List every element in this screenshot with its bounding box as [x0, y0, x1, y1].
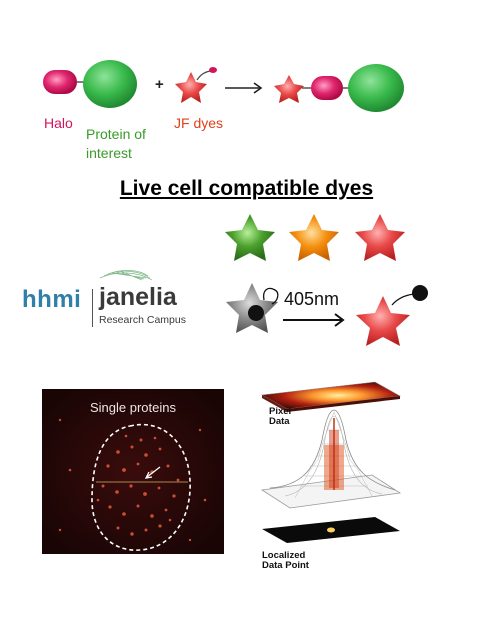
protein-of-interest-shape — [83, 60, 137, 108]
wavelength-label: 405nm — [284, 289, 340, 309]
page-title: Live cell compatible dyes — [119, 177, 374, 200]
logo-divider — [92, 289, 93, 327]
data-label: Data — [269, 416, 290, 427]
single-protein-image — [42, 389, 224, 554]
labeled-protein-complex — [274, 64, 404, 112]
hhmi-logo-text: hhmi — [22, 286, 82, 313]
pixel-data-plane — [261, 381, 401, 412]
activation-arrow — [283, 313, 345, 327]
janelia-logo-text: janelia — [99, 283, 177, 311]
red-dye-star — [355, 214, 405, 261]
halo-label: Halo — [44, 115, 73, 131]
data-point-label: Data Point — [262, 560, 309, 571]
janelia-logo-mark — [99, 270, 153, 281]
research-campus-text: Research Campus — [99, 314, 186, 326]
single-proteins-caption: Single proteins — [90, 400, 176, 415]
halo-tag-shape — [43, 70, 85, 94]
jf-dye-star — [175, 67, 217, 103]
localized-label: Localized — [262, 550, 306, 561]
jf-dyes-label: JF dyes — [174, 115, 224, 131]
plus-sign: + — [155, 76, 164, 93]
orange-dye-star — [289, 214, 339, 261]
reaction-arrow — [225, 82, 263, 94]
green-dye-star — [225, 214, 275, 261]
localized-point-plane — [262, 517, 400, 543]
pixel-label: Pixel — [269, 406, 292, 417]
protein-of-label: Protein of — [86, 126, 146, 142]
caged-dye-star — [226, 283, 279, 333]
gaussian-fit-plot — [260, 409, 402, 509]
activated-dye-star — [356, 285, 428, 346]
interest-label: interest — [86, 145, 132, 161]
